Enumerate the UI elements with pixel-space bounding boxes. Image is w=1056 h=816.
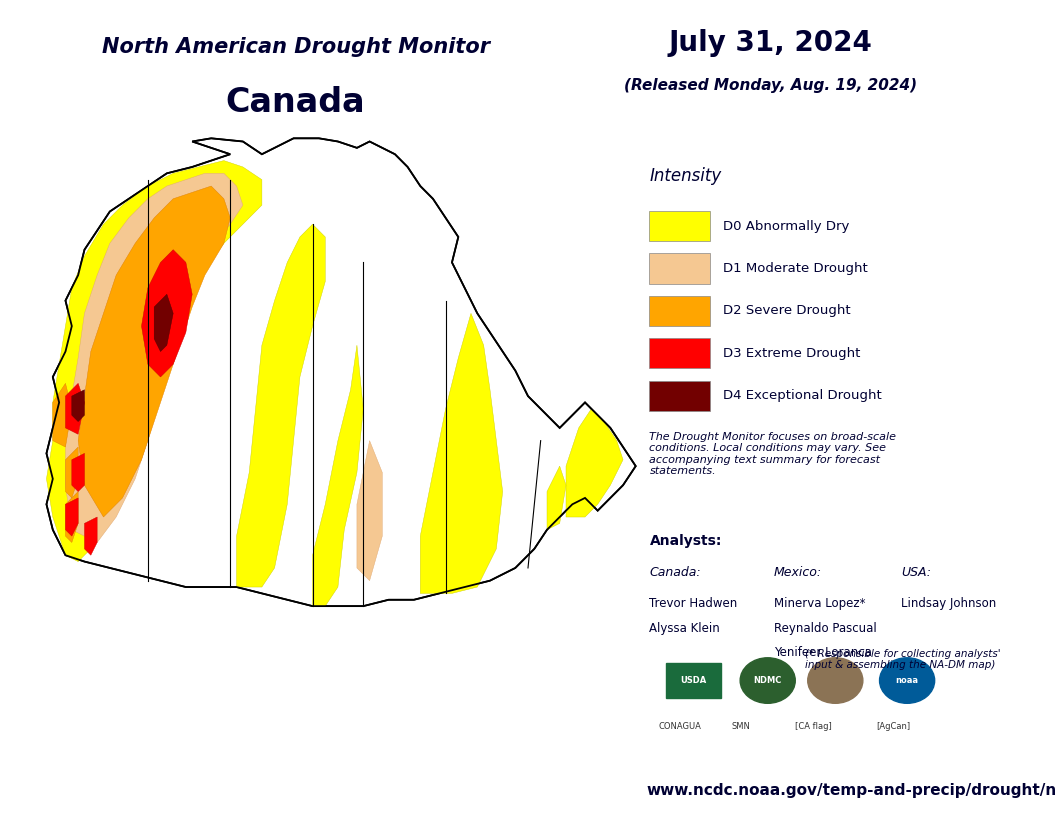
Polygon shape: [357, 441, 382, 581]
Text: D4 Exceptional Drought: D4 Exceptional Drought: [723, 389, 882, 402]
Text: CONAGUA: CONAGUA: [659, 722, 702, 731]
Polygon shape: [84, 517, 97, 555]
Text: D2 Severe Drought: D2 Severe Drought: [723, 304, 851, 317]
Polygon shape: [313, 345, 363, 606]
Polygon shape: [78, 186, 230, 517]
Text: July 31, 2024: July 31, 2024: [668, 29, 873, 56]
Text: SMN: SMN: [732, 722, 751, 731]
Bar: [666, 663, 721, 698]
Text: Reynaldo Pascual: Reynaldo Pascual: [774, 622, 876, 635]
Polygon shape: [142, 250, 192, 377]
Text: noaa: noaa: [895, 676, 919, 685]
Text: (Released Monday, Aug. 19, 2024): (Released Monday, Aug. 19, 2024): [624, 78, 918, 92]
Text: Alyssa Klein: Alyssa Klein: [649, 622, 720, 635]
Text: (* Responsible for collecting analysts'
input & assembling the NA-DM map): (* Responsible for collecting analysts' …: [805, 649, 1000, 670]
Circle shape: [740, 658, 795, 703]
Text: USA:: USA:: [901, 566, 930, 579]
Text: USDA: USDA: [681, 676, 706, 685]
Text: Lindsay Johnson: Lindsay Johnson: [901, 597, 996, 610]
Text: D3 Extreme Drought: D3 Extreme Drought: [723, 347, 861, 360]
Circle shape: [880, 658, 935, 703]
Circle shape: [808, 658, 863, 703]
Text: Minerva Lopez*: Minerva Lopez*: [774, 597, 866, 610]
Polygon shape: [237, 224, 325, 587]
Polygon shape: [65, 498, 78, 536]
Polygon shape: [53, 384, 72, 447]
Text: Canada:: Canada:: [649, 566, 701, 579]
Text: Canada: Canada: [226, 86, 365, 118]
Text: Mexico:: Mexico:: [774, 566, 823, 579]
Polygon shape: [420, 313, 503, 593]
Polygon shape: [65, 173, 243, 543]
Text: [AgCan]: [AgCan]: [876, 722, 910, 731]
Polygon shape: [46, 161, 262, 561]
Polygon shape: [46, 138, 636, 606]
Text: D1 Moderate Drought: D1 Moderate Drought: [723, 262, 868, 275]
Polygon shape: [566, 409, 623, 517]
Text: The Drought Monitor focuses on broad-scale
conditions. Local conditions may vary: The Drought Monitor focuses on broad-sca…: [649, 432, 897, 477]
Text: Yenifeer Loranca: Yenifeer Loranca: [774, 646, 872, 659]
Polygon shape: [72, 454, 84, 491]
Text: North American Drought Monitor: North American Drought Monitor: [101, 37, 490, 57]
Text: D0 Abnormally Dry: D0 Abnormally Dry: [723, 220, 850, 233]
Polygon shape: [65, 491, 78, 543]
Polygon shape: [72, 390, 84, 422]
Text: Trevor Hadwen: Trevor Hadwen: [649, 597, 738, 610]
Text: [CA flag]: [CA flag]: [795, 722, 832, 731]
Polygon shape: [65, 384, 84, 434]
Polygon shape: [65, 447, 78, 498]
Polygon shape: [547, 466, 566, 530]
Text: Intensity: Intensity: [649, 167, 721, 185]
Polygon shape: [154, 295, 173, 352]
Text: Analysts:: Analysts:: [649, 534, 722, 548]
Text: NDMC: NDMC: [754, 676, 781, 685]
Text: www.ncdc.noaa.gov/temp-and-precip/drought/nadm/: www.ncdc.noaa.gov/temp-and-precip/drough…: [646, 783, 1056, 798]
